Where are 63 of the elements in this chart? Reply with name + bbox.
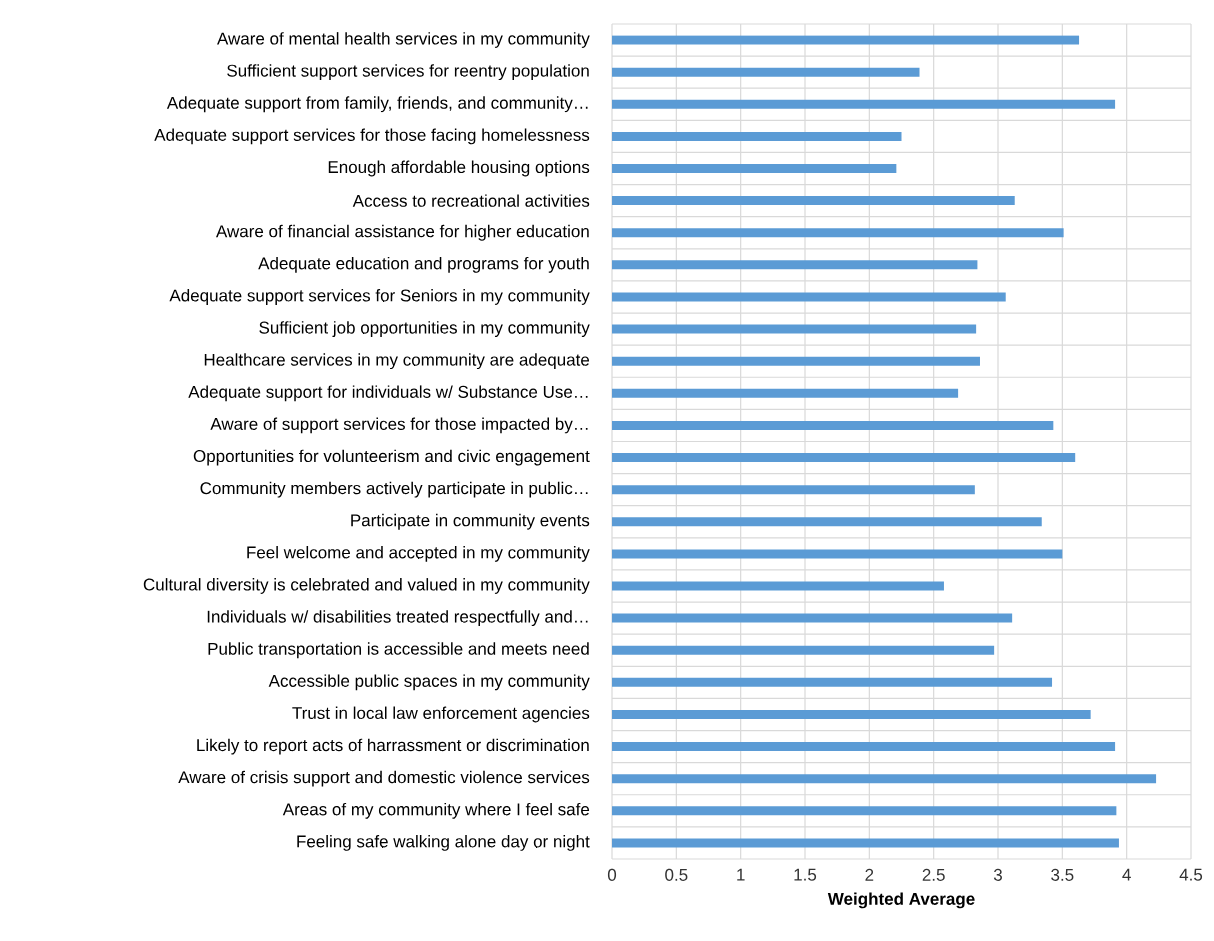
- x-tick-label: 1: [737, 868, 745, 881]
- bar: [612, 549, 1063, 559]
- bar: [612, 388, 959, 398]
- bar: [612, 806, 1117, 816]
- y-tick-label: Sufficient job opportunities in my community: [259, 321, 590, 338]
- bar: [612, 774, 1157, 784]
- y-tick-label: Opportunities for volunteerism and civic engagement: [193, 449, 590, 466]
- y-tick-label: Aware of mental health services in my community: [217, 32, 590, 48]
- y-tick-label: Adequate support from family, friends, and community…: [166, 96, 588, 113]
- y-tick-label: Participate in community events: [351, 513, 590, 530]
- bar: [612, 453, 1076, 463]
- y-tick-label: Healthcare services in my community are adequate: [204, 353, 590, 370]
- x-tick-label: 0: [607, 868, 617, 881]
- bar: [612, 485, 975, 495]
- bar: [612, 677, 1053, 687]
- bar: [612, 324, 977, 334]
- y-tick-label: Public transportation is accessible and meets need: [208, 642, 589, 659]
- bar: [612, 709, 1091, 719]
- x-tick-label: 4: [1122, 868, 1131, 881]
- y-tick-label: Feeling safe walking alone day or night: [297, 835, 590, 851]
- bar: [612, 742, 1116, 752]
- bar: [612, 99, 1116, 109]
- bar: [612, 260, 978, 270]
- x-tick-label: 3.5: [1051, 868, 1074, 881]
- y-tick-label: Adequate education and programs for youth: [258, 256, 589, 273]
- y-tick-label: Likely to report acts of harrassment or discrimination: [197, 738, 589, 755]
- y-tick-label: Feel welcome and accepted in my community: [247, 545, 590, 562]
- y-tick-label: Individuals w/ disabilities treated respectfully and…: [207, 610, 588, 627]
- y-tick-label: Aware of support services for those impacted by…: [210, 417, 588, 434]
- y-tick-label: Community members actively participate in public…: [200, 481, 588, 498]
- x-tick-label: 1.5: [794, 868, 817, 881]
- bar: [612, 67, 920, 77]
- bar: [612, 292, 1006, 302]
- y-tick-label: Sufficient support services for reentry population: [227, 64, 589, 81]
- bar: [612, 164, 897, 174]
- bar: [612, 228, 1064, 238]
- bar: [612, 131, 902, 141]
- x-tick-label: 3: [993, 868, 1002, 881]
- y-tick-label: Enough affordable housing options: [328, 160, 590, 177]
- x-tick-label: 4.5: [1179, 868, 1203, 881]
- y-tick-label: Adequate support services for Seniors in my community: [169, 289, 590, 305]
- y-tick-label: Areas of my community where I feel safe: [282, 802, 590, 819]
- y-tick-label: Cultural diversity is celebrated and valued in my community: [143, 578, 590, 594]
- bar: [612, 196, 1015, 206]
- bar: [612, 517, 1042, 527]
- y-tick-label: Adequate support services for those facing homelessness: [154, 128, 590, 145]
- y-tick-label: Aware of financial assistance for higher education: [215, 224, 589, 241]
- bar: [612, 35, 1080, 45]
- y-tick-label: Adequate support for individuals w/ Substance Use…: [188, 385, 588, 402]
- y-tick-label: Access to recreational activities: [352, 194, 590, 207]
- y-tick-label: Accessible public spaces in my community: [268, 674, 590, 691]
- bar: [612, 420, 1054, 430]
- bar: [612, 581, 944, 591]
- bar: [612, 613, 1013, 623]
- bar: [612, 838, 1119, 848]
- bar: [612, 645, 995, 655]
- y-tick-label: Trust in local law enforcement agencies: [292, 706, 590, 723]
- y-tick-label: Aware of crisis support and domestic violence services: [178, 770, 590, 787]
- x-tick-label: 2: [865, 868, 874, 881]
- x-tick-label: 2.5: [922, 868, 945, 881]
- bar: [612, 356, 980, 366]
- x-axis-title: Weighted Average: [827, 892, 975, 909]
- x-tick-label: 0.5: [665, 868, 688, 881]
